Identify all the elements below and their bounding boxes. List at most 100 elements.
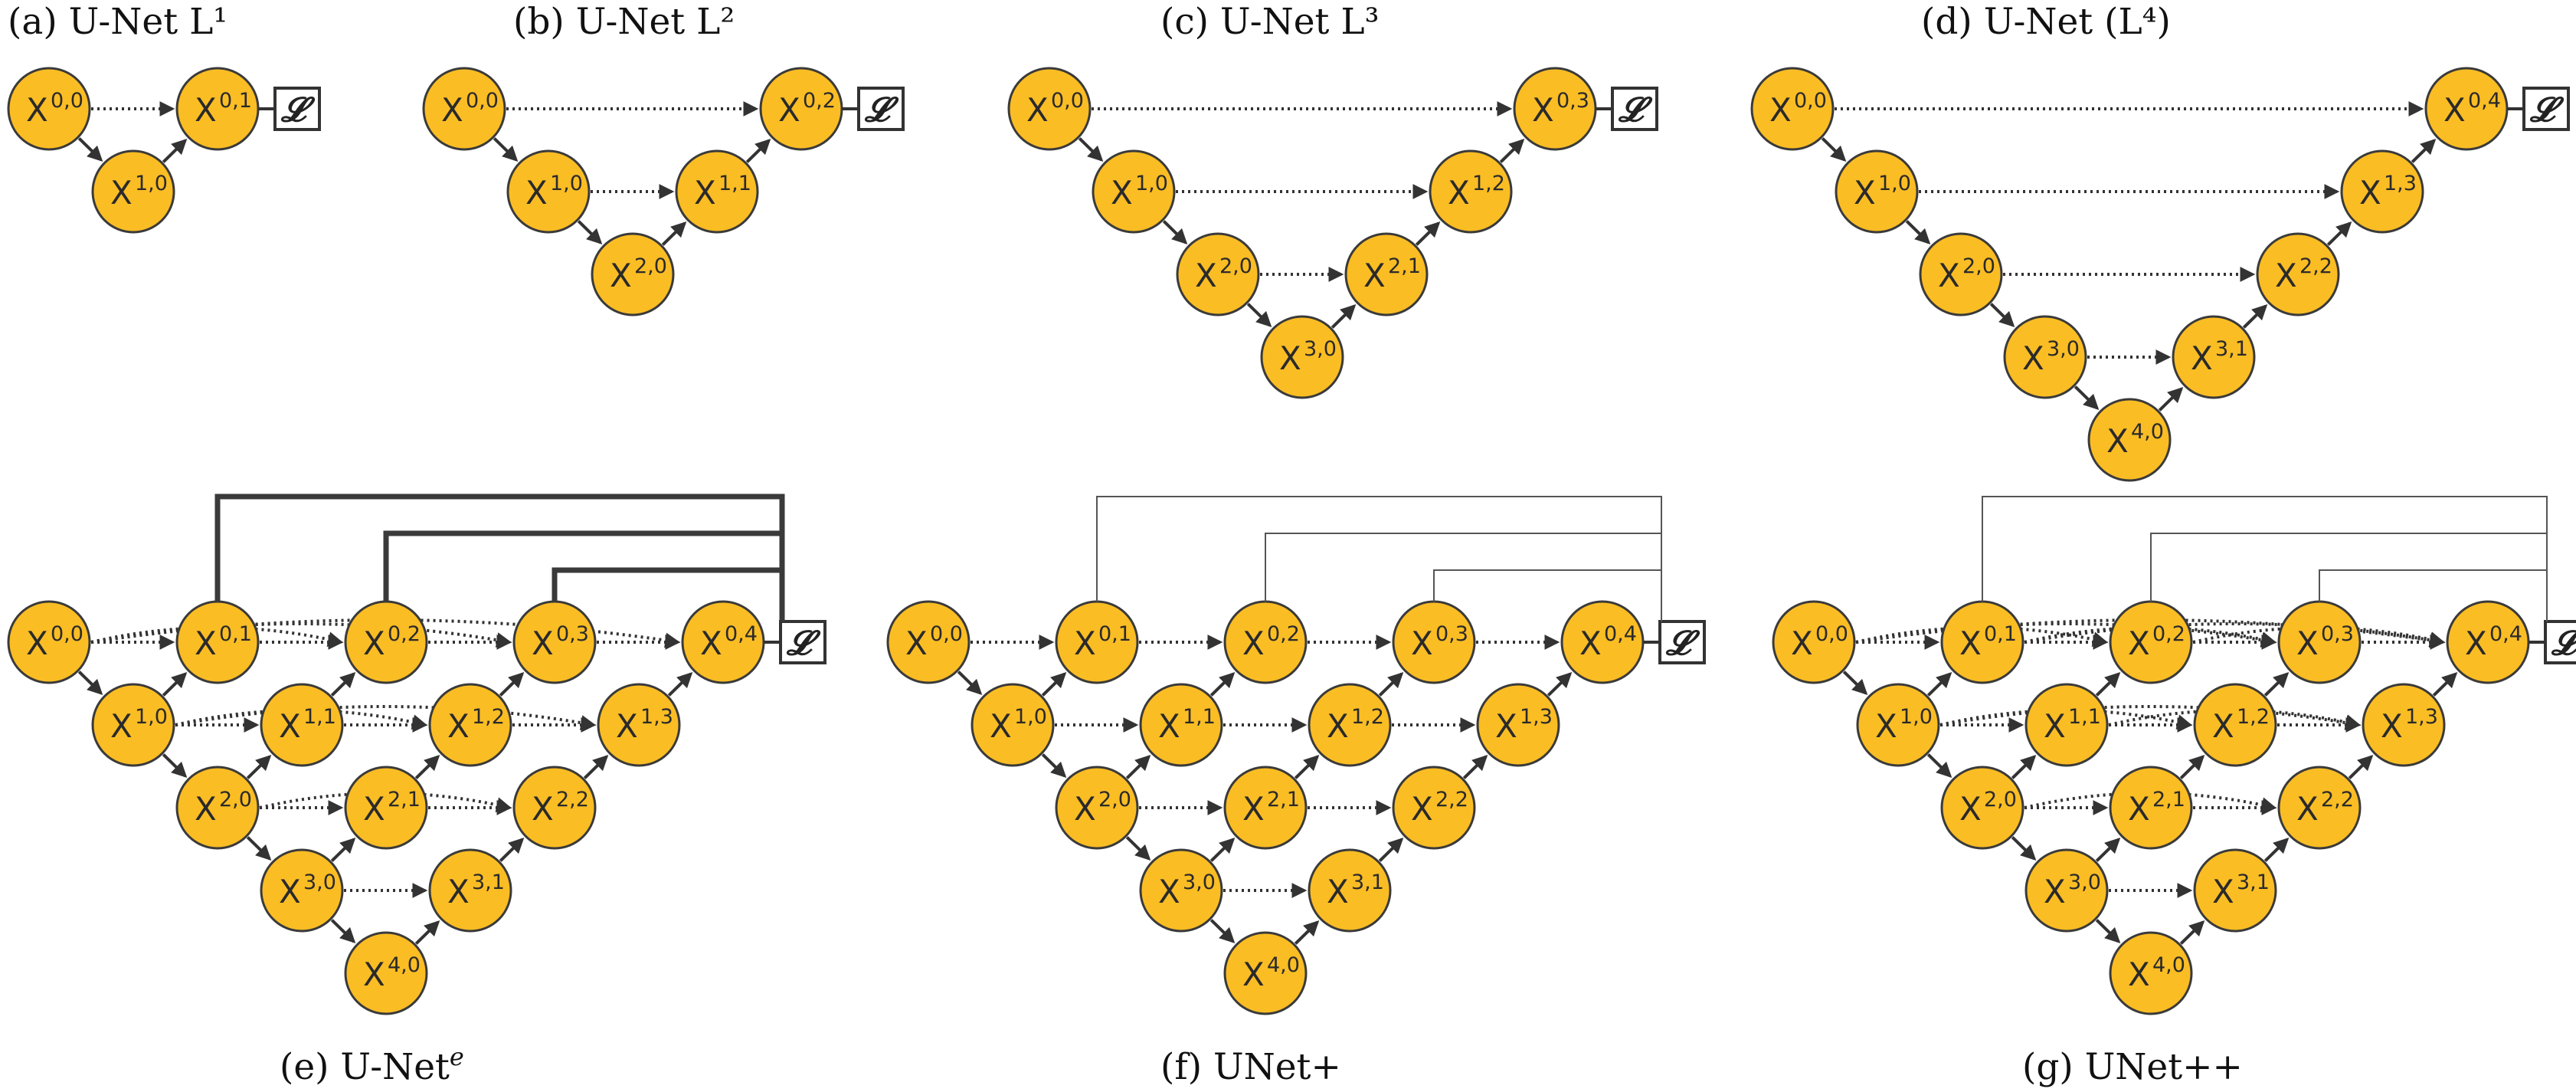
caption-d: (d) U-Net (L⁴) <box>1921 1 2171 43</box>
down-arrow-e-1 <box>162 753 188 779</box>
svg-text:X: X <box>2275 257 2297 294</box>
svg-text:1,3: 1,3 <box>640 705 673 729</box>
svg-text:2,2: 2,2 <box>2299 254 2332 278</box>
svg-text:X: X <box>694 174 716 212</box>
up-arrow-e-2-2 <box>499 837 525 862</box>
svg-text:2,0: 2,0 <box>1962 254 1995 278</box>
svg-text:X: X <box>447 873 470 910</box>
loss-box-e: 𝓛 <box>779 620 826 664</box>
svg-text:X: X <box>1791 625 1813 662</box>
up-arrow-e-2-1 <box>330 837 356 862</box>
node-g-x0-4: X 0,4 <box>2446 600 2530 684</box>
node-g-x2-2: X 2,2 <box>2277 766 2362 850</box>
node-e-x2-1: X 2,1 <box>344 766 428 850</box>
panel-a-nodes: X 0,0 X 0,1X 1,0 <box>7 67 260 234</box>
svg-text:2,1: 2,1 <box>1267 788 1300 812</box>
svg-text:X: X <box>2044 707 2066 745</box>
svg-text:1,0: 1,0 <box>1014 705 1047 729</box>
panel-a: X 0,0 X 0,1X 1,0 𝓛 <box>7 67 321 234</box>
node-e-x1-3: X 1,3 <box>597 683 681 767</box>
svg-text:1,1: 1,1 <box>718 172 751 195</box>
up-arrow-d-1-3 <box>2326 221 2352 246</box>
svg-text:2,0: 2,0 <box>1219 254 1252 278</box>
svg-text:X: X <box>1074 625 1096 662</box>
loss-box-a: 𝓛 <box>273 87 321 131</box>
up-arrow-g-2-1 <box>2095 837 2121 862</box>
svg-text:X: X <box>1074 790 1096 828</box>
node-f-x0-2: X 0,2 <box>1223 600 1308 684</box>
node-g-x1-1: X 1,1 <box>2024 683 2109 767</box>
up-arrow-e-0-4 <box>667 671 693 697</box>
up-arrow-e-0-2 <box>330 671 356 697</box>
up-arrow-f-0-3 <box>1378 671 1404 697</box>
svg-text:X: X <box>195 625 217 662</box>
svg-text:2,0: 2,0 <box>1984 788 2017 812</box>
loss-box-c: 𝓛 <box>1611 87 1658 131</box>
caption-e-main: (e) U-Net <box>280 1046 450 1088</box>
node-f-x2-1: X 2,1 <box>1223 766 1308 850</box>
node-c-x0-0: X 0,0 <box>1007 67 1092 151</box>
deep-supervision-line-f-1 <box>1096 496 1662 621</box>
svg-text:0,4: 0,4 <box>2468 89 2501 113</box>
svg-text:X: X <box>1959 625 1982 662</box>
svg-text:X: X <box>1026 91 1049 129</box>
node-g-x0-1: X 0,1 <box>1940 600 2024 684</box>
node-g-x2-0: X 2,0 <box>1940 766 2024 850</box>
svg-text:0,0: 0,0 <box>51 89 83 113</box>
node-f-x1-2: X 1,2 <box>1308 683 1392 767</box>
svg-text:X: X <box>1158 707 1180 745</box>
up-arrow-f-0-1 <box>1041 671 1067 697</box>
panel-d: X 0,0 X 0,4X 1,0 X 1,3X 2,0 X 2,2X 3,0 X 3,1X 4,0𝓛 <box>1750 67 2570 482</box>
svg-text:X: X <box>1411 790 1433 828</box>
up-arrow-f-3-1 <box>1294 920 1320 945</box>
svg-text:X: X <box>26 91 48 129</box>
node-c-x0-3: X 0,3 <box>1513 67 1597 151</box>
up-arrow-g-1-3 <box>2348 754 2374 779</box>
svg-text:1,0: 1,0 <box>550 172 583 195</box>
up-arrow-c-0-3 <box>1499 138 1525 163</box>
svg-text:4,0: 4,0 <box>2152 953 2185 977</box>
svg-text:0,3: 0,3 <box>2321 622 2354 646</box>
node-d-x3-1: X 3,1 <box>2172 315 2256 399</box>
svg-text:X: X <box>1242 790 1265 828</box>
node-a-x0-0: X 0,0 <box>7 67 91 151</box>
panel-b-nodes: X 0,0 X 0,2X 1,0 X 1,1X 2,0 <box>422 67 843 316</box>
down-arrow-e-2 <box>246 836 272 861</box>
node-d-x3-0: X 3,0 <box>2003 315 2087 399</box>
svg-text:0,3: 0,3 <box>1556 89 1589 113</box>
node-c-x1-2: X 1,2 <box>1429 149 1513 234</box>
node-e-x0-0: X 0,0 <box>7 600 91 684</box>
svg-text:X: X <box>2044 873 2066 910</box>
down-arrow-f-1 <box>1041 753 1067 779</box>
node-d-x0-4: X 0,4 <box>2424 67 2509 151</box>
node-a-x1-0: X 1,0 <box>91 149 175 234</box>
svg-text:2,0: 2,0 <box>634 254 667 278</box>
node-e-x1-1: X 1,1 <box>260 683 344 767</box>
panel-b-edges <box>493 101 771 246</box>
svg-text:0,0: 0,0 <box>1815 622 1848 646</box>
down-arrow-b-0 <box>493 137 519 162</box>
down-arrow-e-0 <box>77 671 103 696</box>
panel-f: X 0,0 X 0,1 X 0,2 X 0,3 X 0,4X 1,0 X 1,1 X 1,2 X 1,3X 2,0… <box>886 496 1706 1015</box>
svg-text:1,1: 1,1 <box>303 705 336 729</box>
svg-text:4,0: 4,0 <box>388 953 421 977</box>
svg-text:X: X <box>363 956 385 993</box>
svg-text:3,0: 3,0 <box>1183 871 1216 894</box>
svg-text:1,2: 1,2 <box>472 705 505 729</box>
svg-text:X: X <box>1242 956 1265 993</box>
node-f-x0-4: X 0,4 <box>1560 600 1645 684</box>
svg-text:3,0: 3,0 <box>303 871 336 894</box>
svg-text:X: X <box>1195 257 1217 294</box>
svg-text:3,1: 3,1 <box>2237 871 2270 894</box>
panel-c-nodes: X 0,0 X 0,3X 1,0 X 1,2X 2,0 X 2,1X 3,0 <box>1007 67 1597 399</box>
deep-supervision-line-g-1 <box>1982 496 2548 621</box>
svg-text:3,0: 3,0 <box>2047 337 2080 361</box>
down-arrow-b-1 <box>577 220 603 245</box>
node-g-x2-1: X 2,1 <box>2109 766 2193 850</box>
node-f-x4-0: X 4,0 <box>1223 931 1308 1015</box>
svg-text:X: X <box>447 707 470 745</box>
up-arrow-a-0-1 <box>162 138 188 163</box>
node-b-x0-0: X 0,0 <box>422 67 506 151</box>
svg-text:X: X <box>195 790 217 828</box>
